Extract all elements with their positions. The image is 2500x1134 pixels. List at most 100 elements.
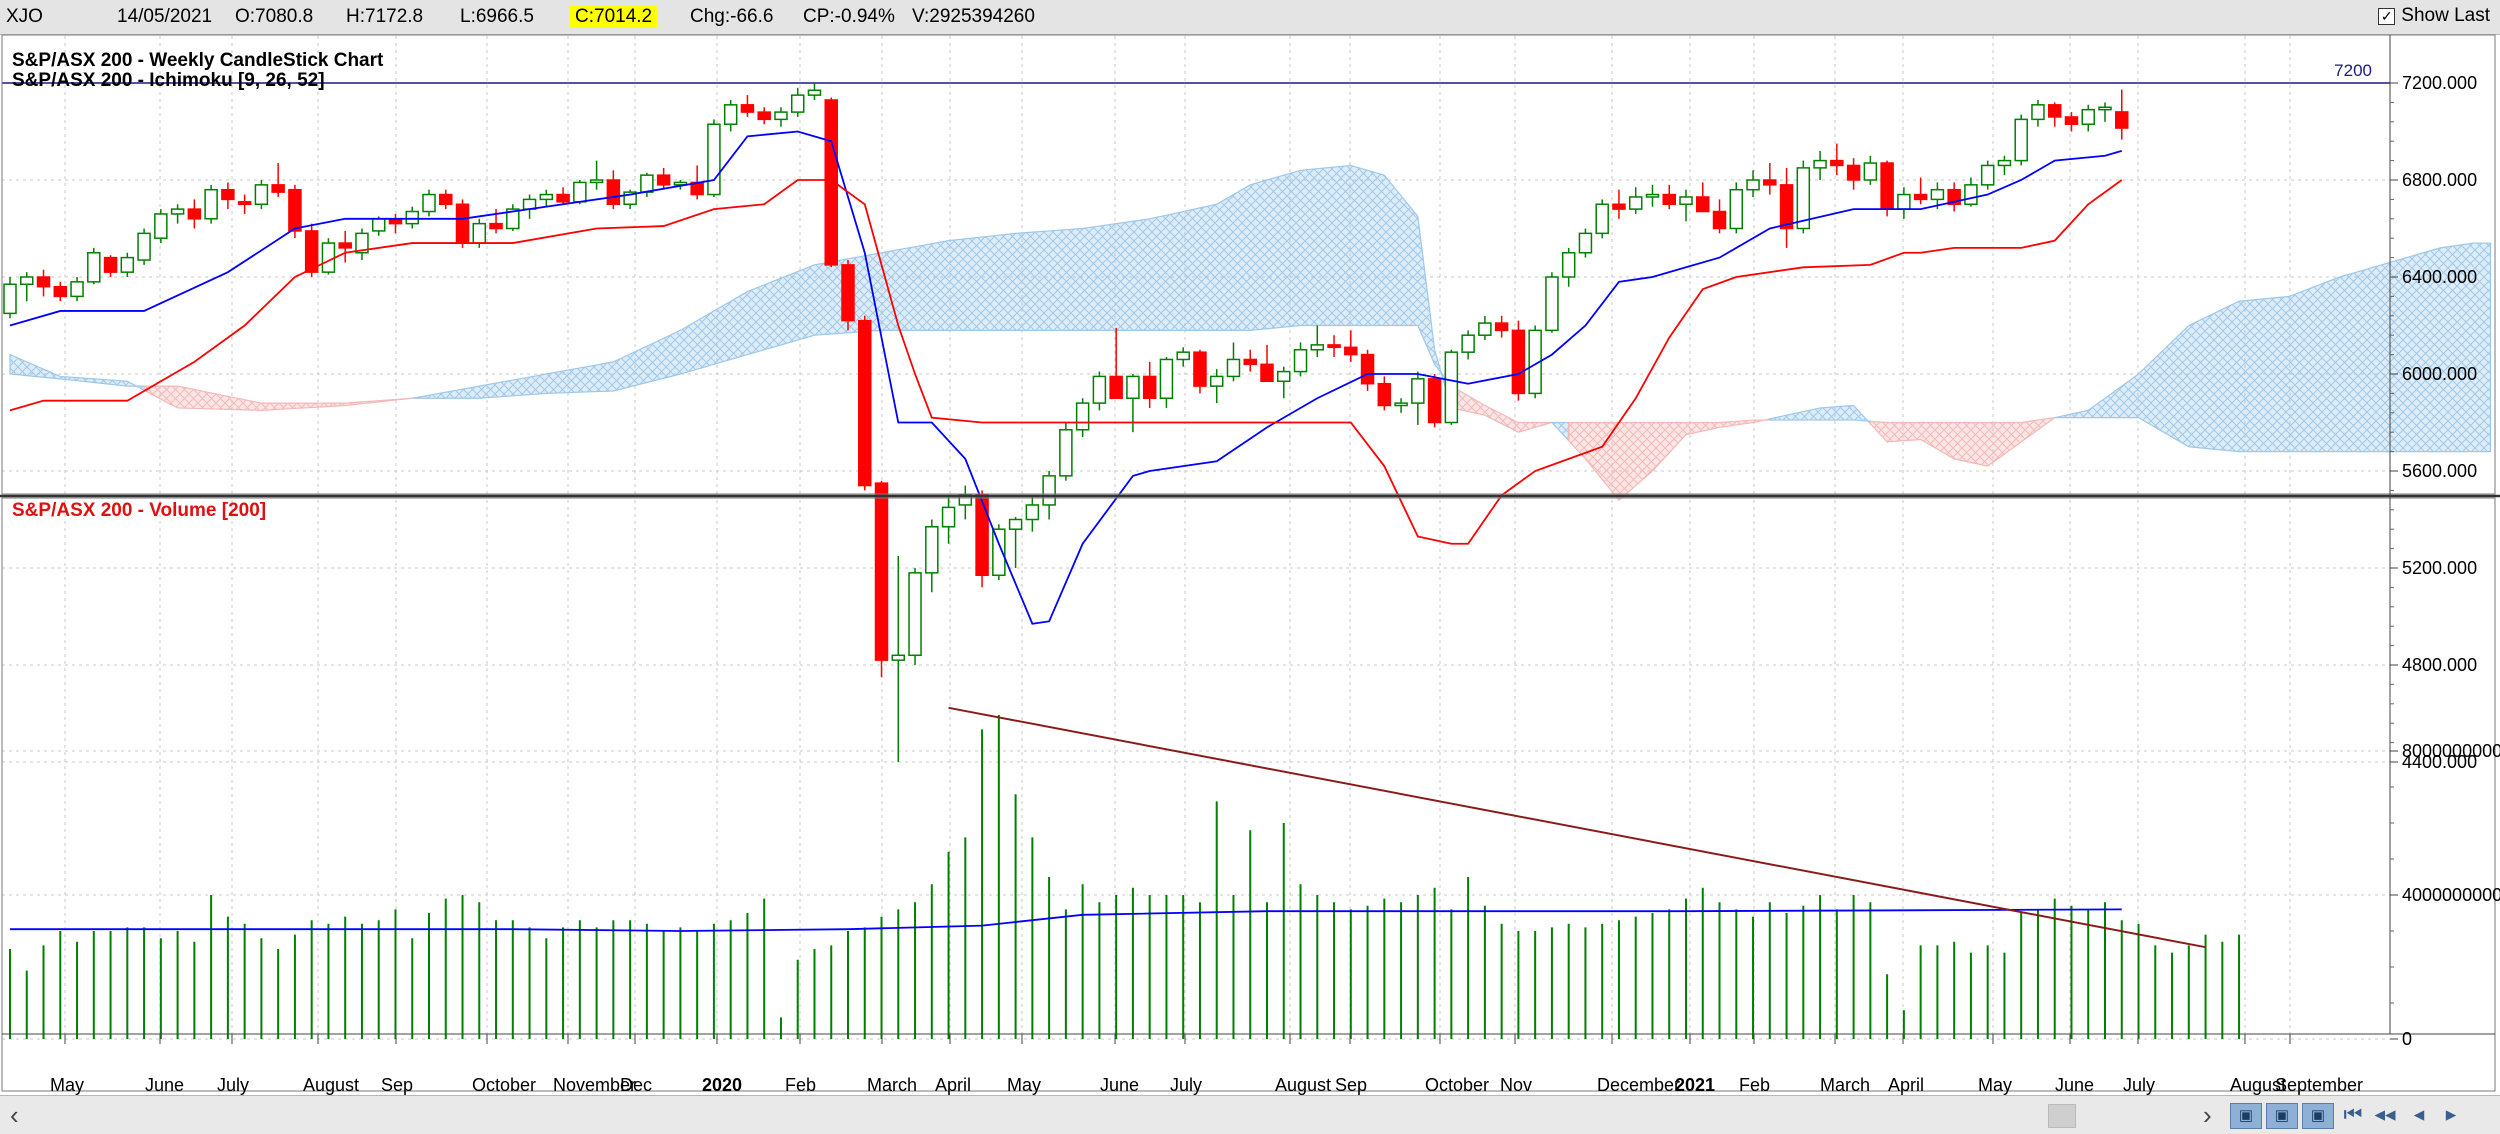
candle-up	[506, 208, 520, 230]
candle-up	[2014, 118, 2028, 162]
candle-up	[941, 506, 956, 528]
candle-up	[1813, 159, 1827, 169]
price-tick-label: 6000.000	[2402, 364, 2477, 384]
candle-up	[204, 188, 218, 220]
volume-tick-label: 4000000000	[2402, 885, 2500, 905]
price-tick-label: 4800.000	[2402, 655, 2477, 675]
candle-up	[472, 222, 487, 244]
candle-down	[1142, 375, 1157, 399]
first-page-icon[interactable]: ⏮	[2343, 1103, 2363, 1126]
price-tick-label: 5600.000	[2402, 461, 2477, 481]
volume-trendline	[948, 706, 2206, 949]
price-tick-label: 6800.000	[2402, 170, 2477, 190]
time-tick-label: April	[1888, 1075, 1924, 1095]
time-tick-label: July	[1170, 1075, 1202, 1095]
zoom-fit-icon[interactable]: ▣	[2302, 1103, 2334, 1129]
candle-up	[1092, 375, 1107, 404]
candle-down	[1696, 196, 1710, 213]
candle-up	[154, 213, 168, 239]
next-icon[interactable]: ▸	[2445, 1103, 2457, 1126]
candle-up	[2031, 104, 2045, 121]
candle-up	[723, 104, 738, 125]
candle-down	[1260, 363, 1274, 383]
candle-down	[103, 256, 118, 273]
candle-down	[237, 201, 252, 205]
time-tick-label: 2020	[702, 1075, 742, 1095]
price-tick-label: 6400.000	[2402, 267, 2477, 287]
candle-up	[2081, 108, 2095, 125]
zoom-in-icon[interactable]: ▣	[2230, 1103, 2262, 1129]
prev-icon[interactable]: ◂	[2413, 1103, 2425, 1126]
candle-up	[1863, 162, 1878, 181]
candle-down	[606, 179, 621, 205]
low-value: L:6966.5	[460, 6, 534, 27]
candle-down	[1109, 375, 1123, 399]
cloud-bullish	[1550, 421, 1570, 443]
candle-down	[221, 188, 235, 201]
scroll-right-icon[interactable]: ›	[2203, 1100, 2212, 1130]
candle-up	[707, 123, 721, 196]
candle-down	[187, 208, 202, 220]
candle-down	[489, 222, 503, 230]
candle-down	[1511, 329, 1526, 395]
high-value: H:7172.8	[346, 6, 424, 27]
candle-up	[321, 242, 336, 273]
candle-up	[908, 572, 922, 657]
volume-average-line	[10, 908, 2122, 932]
volume-value: V:2925394260	[912, 6, 1035, 27]
candle-up	[1578, 232, 1593, 254]
time-tick-label: March	[1820, 1075, 1870, 1095]
price-tick-label: 4400.000	[2402, 752, 2477, 772]
time-tick-label: July	[2123, 1075, 2155, 1095]
candle-down	[36, 276, 51, 288]
price-y-axis: 7200.000 6800.000 6400.000 6000.000 5600.000…	[2390, 73, 2477, 772]
tenkan-line	[9, 130, 2123, 625]
zoom-out-icon[interactable]: ▣	[2266, 1103, 2298, 1129]
time-tick-label: March	[867, 1075, 917, 1095]
candle-up	[1008, 518, 1023, 530]
volume-tick-label: 0	[2402, 1029, 2412, 1049]
time-tick-label: April	[935, 1075, 971, 1095]
candle-up	[992, 528, 1006, 577]
show-last-toggle[interactable]: ✓ Show Last	[2378, 5, 2490, 27]
candle-up	[1411, 378, 1425, 404]
candle-down	[1612, 203, 1626, 210]
volume-lines	[10, 706, 2206, 949]
candle-up	[1528, 329, 1542, 395]
scroll-thumb[interactable]	[2048, 1104, 2076, 1128]
candle-down	[1427, 378, 1442, 424]
cloud-bearish	[1568, 418, 1771, 501]
time-tick-label: October	[472, 1075, 536, 1095]
volume-title: S&P/ASX 200 - Volume [200]	[12, 500, 266, 521]
time-tick-label: May	[50, 1075, 84, 1095]
change-percent-value: CP:-0.94%	[803, 6, 895, 27]
candle-up	[640, 174, 654, 193]
indicator-lines	[9, 130, 2123, 625]
volume-tick-label: 8000000000	[2402, 741, 2500, 761]
candle-up	[20, 276, 34, 286]
candle-up	[1293, 349, 1308, 373]
time-tick-label: December	[1597, 1075, 1680, 1095]
candle-up	[120, 256, 135, 273]
candle-up	[87, 252, 101, 283]
candle-up	[573, 181, 587, 203]
candle-down	[1494, 322, 1509, 332]
candle-up	[1310, 344, 1325, 351]
kijun-line	[9, 179, 2123, 545]
prev-page-icon[interactable]: ◂◂	[2374, 1103, 2396, 1126]
candle-up	[1444, 351, 1459, 424]
candle-down	[1662, 193, 1676, 206]
scroll-left-icon[interactable]: ‹	[10, 1100, 19, 1130]
volume-bars	[9, 715, 2241, 1039]
chart-area[interactable]: 7200 7200.000 6800.000 6400.000 6000.000 560…	[0, 34, 2500, 1095]
candle-up	[1561, 252, 1576, 278]
candle-up	[1729, 188, 1744, 230]
cloud-bullish	[1769, 404, 1871, 426]
candle-down	[1779, 184, 1794, 230]
horizontal-scrollbar[interactable]: ‹ › ▣ ▣ ▣ ⏮ ◂◂ ◂ ▸	[0, 1095, 2500, 1134]
time-tick-label: November	[553, 1075, 636, 1095]
candle-up	[1025, 504, 1040, 521]
candle-up	[1394, 402, 1408, 407]
show-last-checkbox[interactable]: ✓	[2378, 7, 2396, 25]
